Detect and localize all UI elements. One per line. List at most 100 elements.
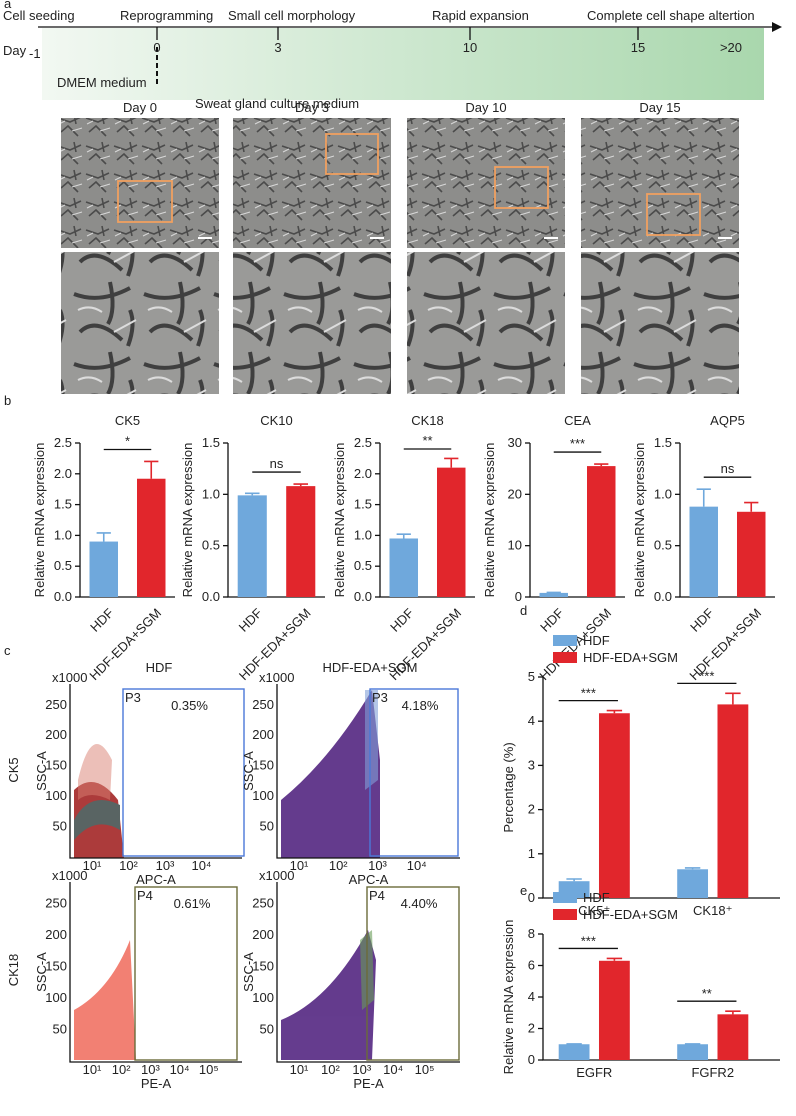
micrograph bbox=[581, 118, 739, 248]
timeline-event: Small cell morphology bbox=[228, 8, 356, 23]
y-tick-label: 0 bbox=[528, 890, 535, 905]
flow-y-tick: 100 bbox=[252, 788, 274, 803]
y-axis-label: Relative mRNA expression bbox=[632, 443, 647, 598]
y-tick-label: 2.5 bbox=[54, 435, 72, 450]
flow-gate bbox=[369, 688, 459, 857]
gate-percentage: 0.35% bbox=[171, 698, 208, 713]
flow-y-tick: 100 bbox=[252, 990, 274, 1005]
flow-x-tick: 10² bbox=[321, 1062, 340, 1077]
day-heading: Day 15 bbox=[639, 100, 680, 115]
y-axis-label: Relative mRNA expression bbox=[32, 443, 47, 598]
day-heading: Day 10 bbox=[465, 100, 506, 115]
significance-label: * bbox=[125, 433, 130, 448]
timeline-event: Rapid expansion bbox=[432, 8, 529, 23]
timeline-event: Cell seeding bbox=[3, 8, 75, 23]
chart-title: CEA bbox=[564, 413, 591, 428]
y-tick-label: 0.5 bbox=[654, 538, 672, 553]
flow-x-axis: PE-A bbox=[141, 1076, 172, 1091]
legend-swatch bbox=[553, 892, 577, 903]
gate-label: P3 bbox=[125, 690, 141, 705]
flow-x-tick: 10² bbox=[112, 1062, 131, 1077]
flow-y-tick: 50 bbox=[53, 819, 67, 834]
timeline-tick: 3 bbox=[274, 40, 281, 55]
bar bbox=[89, 541, 118, 597]
flow-y-tick: 250 bbox=[45, 697, 67, 712]
legend-swatch bbox=[553, 635, 577, 646]
y-tick-label: 2 bbox=[528, 802, 535, 817]
error-bar bbox=[594, 463, 609, 467]
x-tick-label: HDF bbox=[687, 605, 717, 635]
flow-events bbox=[74, 690, 380, 1060]
flow-axes bbox=[69, 684, 242, 859]
error-bar bbox=[606, 709, 623, 714]
flow-y-tick: 200 bbox=[252, 927, 274, 942]
flow-row: CK5 bbox=[6, 757, 21, 782]
timeline-event: Reprogramming bbox=[120, 8, 213, 23]
y-tick-label: 4 bbox=[528, 989, 535, 1004]
flow-y-tick: 250 bbox=[45, 896, 67, 911]
bar bbox=[389, 538, 418, 597]
x-tick-label: EGFR bbox=[576, 1065, 612, 1080]
legend-label: HDF bbox=[583, 890, 610, 905]
y-tick-label: 1.0 bbox=[354, 527, 372, 542]
bar bbox=[237, 495, 267, 597]
error-bar bbox=[606, 957, 623, 961]
y-tick-label: 5 bbox=[528, 669, 535, 684]
y-tick-label: 2.5 bbox=[354, 435, 372, 450]
y-tick-label: 0.5 bbox=[202, 538, 220, 553]
micrograph bbox=[407, 118, 565, 248]
legend-label: HDF-EDA+SGM bbox=[583, 650, 678, 665]
zoom-box bbox=[646, 193, 701, 236]
legend-swatch bbox=[553, 652, 577, 663]
chart-title: CK5 bbox=[115, 413, 140, 428]
flow-y-tick: 100 bbox=[45, 990, 67, 1005]
y-tick-label: 2.0 bbox=[354, 466, 372, 481]
timeline-tick: 10 bbox=[463, 40, 477, 55]
y-axis-label: Relative mRNA expression bbox=[482, 443, 497, 598]
error-bar bbox=[546, 591, 561, 594]
flow-x-axis: PE-A bbox=[353, 1076, 384, 1091]
gate-label: P4 bbox=[137, 888, 153, 903]
y-tick-label: 1.5 bbox=[202, 435, 220, 450]
flow-x-tick: 10¹ bbox=[83, 1062, 102, 1077]
flow-y-tick: 250 bbox=[252, 697, 274, 712]
error-bar bbox=[396, 533, 411, 539]
error-bar bbox=[684, 867, 701, 870]
y-tick-label: 3 bbox=[528, 757, 535, 772]
significance-label: *** bbox=[581, 686, 596, 701]
bar bbox=[437, 467, 466, 597]
y-tick-label: 1.0 bbox=[54, 527, 72, 542]
x-tick-label: CK5⁺ bbox=[578, 903, 610, 918]
x-tick-label: HDF bbox=[87, 605, 117, 635]
bar bbox=[558, 1044, 590, 1060]
flow-y-tick: 200 bbox=[45, 927, 67, 942]
bar bbox=[598, 960, 630, 1060]
flow-x-tick: 10² bbox=[329, 858, 348, 873]
micrograph bbox=[233, 118, 391, 248]
chart-title: AQP5 bbox=[710, 413, 745, 428]
flow-x-axis: APC-A bbox=[349, 872, 389, 887]
day-heading: Day 3 bbox=[295, 100, 329, 115]
bar bbox=[677, 1044, 709, 1060]
y-tick-label: 4 bbox=[528, 713, 535, 728]
error-bar bbox=[725, 1010, 741, 1015]
y-tick-label: 2.0 bbox=[54, 466, 72, 481]
y-tick-label: 1.5 bbox=[354, 497, 372, 512]
significance-label: *** bbox=[570, 436, 585, 451]
x-tick-label: HDF bbox=[387, 605, 417, 635]
timeline-event: Complete cell shape altertion bbox=[587, 8, 755, 23]
flow-axes bbox=[276, 882, 460, 1063]
y-tick-label: 8 bbox=[528, 926, 535, 941]
bar bbox=[717, 1014, 749, 1060]
y-tick-label: 0.0 bbox=[654, 589, 672, 604]
gate-percentage: 0.61% bbox=[174, 896, 211, 911]
y-tick-label: 1.0 bbox=[202, 486, 220, 501]
error-bar bbox=[444, 457, 459, 468]
y-tick-label: 0 bbox=[515, 589, 522, 604]
flow-scale: x1000 bbox=[52, 868, 87, 883]
y-tick-label: 0 bbox=[528, 1052, 535, 1067]
panel-label: a bbox=[4, 0, 12, 11]
micrograph-zoom bbox=[61, 252, 219, 394]
zoom-box bbox=[325, 133, 379, 175]
